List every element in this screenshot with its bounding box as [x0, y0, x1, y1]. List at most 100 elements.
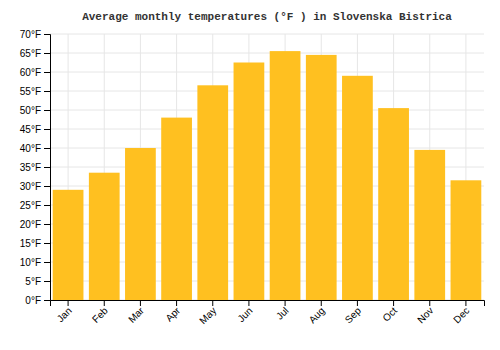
x-tick-label: Jan — [55, 305, 74, 324]
x-tick: May — [197, 300, 218, 326]
x-tick: Jul — [274, 300, 291, 322]
y-tick: 60°F — [20, 67, 50, 78]
y-tick: 40°F — [20, 143, 50, 154]
x-tick-label: Nov — [415, 305, 435, 325]
x-tick-mark — [357, 300, 358, 306]
plot: 0°F 5°F 10°F 15°F 20°F 25°F 30°F 35°F 40°F 45°F 50… — [20, 29, 485, 326]
x-tick-label: Jul — [274, 305, 291, 322]
bar — [53, 190, 84, 300]
chart: 0°F 5°F 10°F 15°F 20°F 25°F 30°F 35°F 40°F 45°F 50… — [0, 0, 500, 350]
y-tick-mark — [44, 110, 50, 111]
y-tick: 35°F — [20, 162, 50, 173]
x-tick: Sep — [343, 300, 364, 325]
x-tick: Aug — [307, 300, 327, 325]
bar — [451, 180, 482, 300]
x-tick: Mar — [126, 300, 146, 325]
x-tick-mark — [140, 300, 141, 306]
y-tick: 25°F — [20, 200, 50, 211]
y-tick: 10°F — [20, 257, 50, 268]
x-tick: Jan — [55, 300, 74, 324]
x-tick-mark — [285, 300, 286, 306]
x-tick-mark — [248, 300, 249, 306]
y-tick: 45°F — [20, 124, 50, 135]
bar — [161, 118, 192, 300]
y-tick: 55°F — [20, 86, 50, 97]
bar — [197, 85, 228, 300]
y-tick: 30°F — [20, 181, 50, 192]
x-tick-label: Feb — [90, 305, 110, 325]
y-tick-mark — [44, 129, 50, 130]
y-tick-label: 15°F — [20, 238, 41, 249]
y-grid-line — [50, 129, 484, 130]
x-tick: Apr — [163, 300, 182, 324]
y-grid-line — [50, 91, 484, 92]
x-tick-mark — [321, 300, 322, 306]
x-tick-label: Aug — [307, 305, 327, 325]
x-tick-mark — [176, 300, 177, 306]
y-grid-line — [50, 148, 484, 149]
x-tick-label: Sep — [343, 305, 364, 326]
y-tick-mark — [44, 53, 50, 54]
y-tick-label: 30°F — [20, 181, 41, 192]
y-tick: 65°F — [20, 48, 50, 59]
y-tick-mark — [44, 262, 50, 263]
y-tick-mark — [44, 186, 50, 187]
x-tick-label: Apr — [163, 304, 182, 323]
y-tick-label: 10°F — [20, 257, 41, 268]
y-tick-label: 5°F — [25, 276, 41, 287]
x-tick: Oct — [380, 300, 399, 324]
y-tick: 0°F — [25, 295, 50, 306]
y-axis-line — [44, 35, 51, 301]
x-tick-label: Oct — [380, 305, 399, 324]
y-tick: 15°F — [20, 238, 50, 249]
bars — [53, 51, 482, 300]
bar — [414, 150, 445, 300]
y-tick: 20°F — [20, 219, 50, 230]
x-tick-label: May — [197, 305, 218, 326]
y-grid-line — [50, 53, 484, 54]
x-tick-label: Jun — [235, 305, 254, 324]
y-tick: 5°F — [25, 276, 50, 287]
y-tick-label: 70°F — [20, 29, 41, 40]
bar — [378, 108, 409, 300]
grid — [50, 34, 484, 300]
y-tick-mark — [44, 281, 50, 282]
y-tick-label: 35°F — [20, 162, 41, 173]
x-tick-mark — [429, 300, 430, 306]
y-axis: 0°F 5°F 10°F 15°F 20°F 25°F 30°F 35°F 40°F 45°F 50… — [20, 29, 51, 306]
bar — [306, 55, 337, 300]
y-tick-mark — [44, 148, 50, 149]
y-tick-mark — [44, 205, 50, 206]
y-tick-label: 40°F — [20, 143, 41, 154]
y-tick-label: 45°F — [20, 124, 41, 135]
x-tick-label: Mar — [126, 304, 146, 324]
y-tick-label: 50°F — [20, 105, 41, 116]
bar — [89, 173, 120, 300]
x-axis-line — [51, 301, 485, 307]
y-grid-line — [50, 72, 484, 73]
bar — [270, 51, 301, 300]
x-tick-mark — [465, 300, 466, 306]
y-grid-line — [50, 34, 484, 35]
y-tick-mark — [44, 91, 50, 92]
y-tick-mark — [44, 243, 50, 244]
bar — [125, 148, 156, 300]
bar — [234, 63, 265, 301]
x-axis: Jan Feb Mar Apr May Jun Jul Aug Sep Oct Nov Dec — [51, 300, 485, 326]
y-grid-line — [50, 110, 484, 111]
y-tick: 50°F — [20, 105, 50, 116]
y-tick-label: 0°F — [25, 295, 41, 306]
title: Average monthly temperatures (°F ) in Sl… — [82, 11, 452, 23]
x-tick: Feb — [90, 300, 110, 325]
x-tick: Jun — [235, 300, 254, 324]
y-tick-label: 65°F — [20, 48, 41, 59]
y-tick-label: 55°F — [20, 86, 41, 97]
x-tick-mark — [393, 300, 394, 306]
y-tick: 70°F — [20, 29, 50, 40]
x-tick-mark — [212, 300, 213, 306]
y-tick-label: 60°F — [20, 67, 41, 78]
y-tick-mark — [44, 224, 50, 225]
y-tick-mark — [44, 34, 50, 35]
x-tick-mark — [104, 300, 105, 306]
x-tick-label: Dec — [451, 305, 471, 325]
